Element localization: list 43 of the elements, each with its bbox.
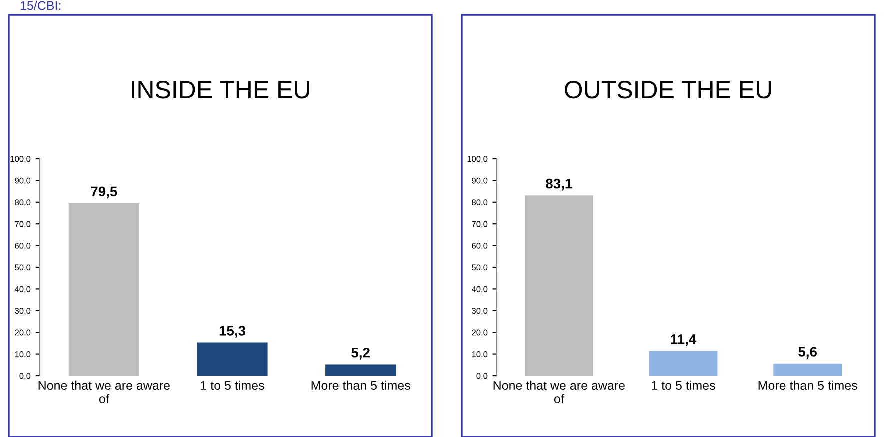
text: 15/CBI:: [20, 1, 61, 10]
y-tick-label: 0,0: [476, 373, 488, 380]
bar: [326, 364, 396, 376]
y-tick-label: 60,0: [15, 243, 31, 250]
y-tick-label: 10,0: [15, 352, 31, 358]
y-tick-label: 90,0: [15, 178, 31, 185]
y-tick-label: 70,0: [472, 221, 488, 228]
x-tick-label: None that we are aware of: [38, 380, 170, 404]
x-tick-label: 1 to 5 times: [652, 380, 716, 390]
bar: [774, 364, 842, 376]
bar: [68, 203, 140, 376]
y-tick-label: 50,0: [472, 264, 488, 272]
y-tick-label: 100,0: [10, 156, 31, 164]
x-tick-label: More than 5 times: [758, 380, 858, 390]
data-label: 5,6: [798, 347, 817, 359]
data-label: 15,3: [220, 326, 246, 338]
x-tick-label: More than 5 times: [312, 380, 410, 390]
y-tick-label: 40,0: [472, 286, 488, 294]
bar: [649, 351, 718, 376]
data-label: 5,2: [352, 348, 370, 360]
y-tick-label: 10,0: [472, 352, 488, 358]
y-tick-label: 50,0: [15, 264, 31, 272]
data-label: 79,5: [91, 186, 118, 199]
data-label: 11,4: [671, 334, 697, 346]
y-tick-label: 30,0: [15, 308, 31, 315]
x-tick-label: 1 to 5 times: [201, 380, 264, 390]
y-tick-label: 0,0: [20, 373, 31, 380]
chart-title: OUTSIDE THE EU: [565, 81, 772, 99]
y-tick-label: 20,0: [472, 330, 488, 337]
bar: [524, 196, 594, 376]
y-tick-label: 60,0: [472, 243, 488, 250]
y-tick-label: 40,0: [14, 286, 31, 294]
y-tick-label: 30,0: [472, 308, 488, 315]
y-tick-label: 80,0: [472, 200, 488, 206]
y-tick-label: 70,0: [15, 221, 31, 228]
y-tick-label: 20,0: [15, 330, 31, 337]
y-tick-label: 100,0: [468, 156, 488, 164]
bar: [197, 342, 268, 376]
y-tick-label: 90,0: [472, 178, 488, 185]
x-tick-label: None that we are aware of: [494, 380, 625, 404]
data-label: 83,1: [546, 178, 572, 191]
y-tick-label: 80,0: [15, 200, 31, 206]
chart-title: INSIDE THE EU: [132, 81, 310, 99]
